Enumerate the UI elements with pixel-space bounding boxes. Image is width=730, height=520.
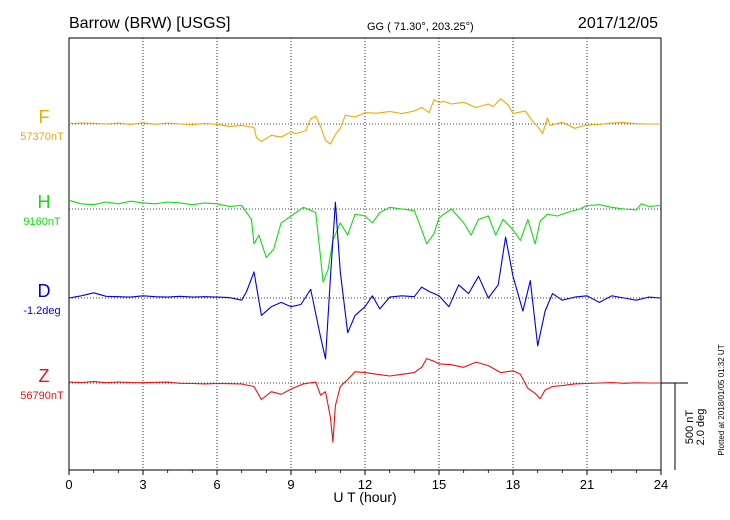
series-baseline-D: -1.2deg [23,305,60,317]
series-lines [68,98,662,443]
coordinates-label: GG ( 71.30°, 203.25°) [367,21,474,33]
x-tick-label-21: 21 [580,477,594,492]
scale-bar-deg-label: 2.0 deg [695,409,707,446]
series-name-Z: Z [39,366,50,386]
series-line-F [68,98,661,145]
series-line-Z [68,358,661,443]
series-baseline-F: 57370nT [20,131,64,143]
series-line-D [68,201,662,360]
x-tick-label-6: 6 [213,477,220,492]
chart-title: Barrow (BRW) [USGS] [69,15,231,32]
x-axis: 0 3 6 9 12 15 18 21 24 [65,470,668,492]
x-axis-label: U T (hour) [333,489,396,505]
x-tick-label-12: 12 [358,477,372,492]
scale-bar: 500 nT 2.0 deg [661,382,707,470]
series-line-H [68,199,662,283]
series-baseline-H: 9160nT [23,216,61,228]
x-tick-label-24: 24 [654,477,668,492]
x-tick-label-9: 9 [287,477,294,492]
series-labels: F 57370nT H 9160nT D -1.2deg Z 56790nT [20,107,64,402]
scale-bar-nt-label: 500 nT [684,410,696,445]
x-tick-label-15: 15 [432,477,446,492]
series-name-H: H [38,192,51,212]
plotted-note: Plotted at 2018/01/05 01:32 UT [717,344,726,455]
series-name-F: F [39,107,50,127]
series-baseline-Z: 56790nT [20,390,64,402]
date-label: 2017/12/05 [578,15,658,32]
x-tick-label-0: 0 [65,477,72,492]
x-tick-label-3: 3 [139,477,146,492]
x-tick-label-18: 18 [506,477,520,492]
grid [142,38,588,470]
series-name-D: D [38,281,51,301]
